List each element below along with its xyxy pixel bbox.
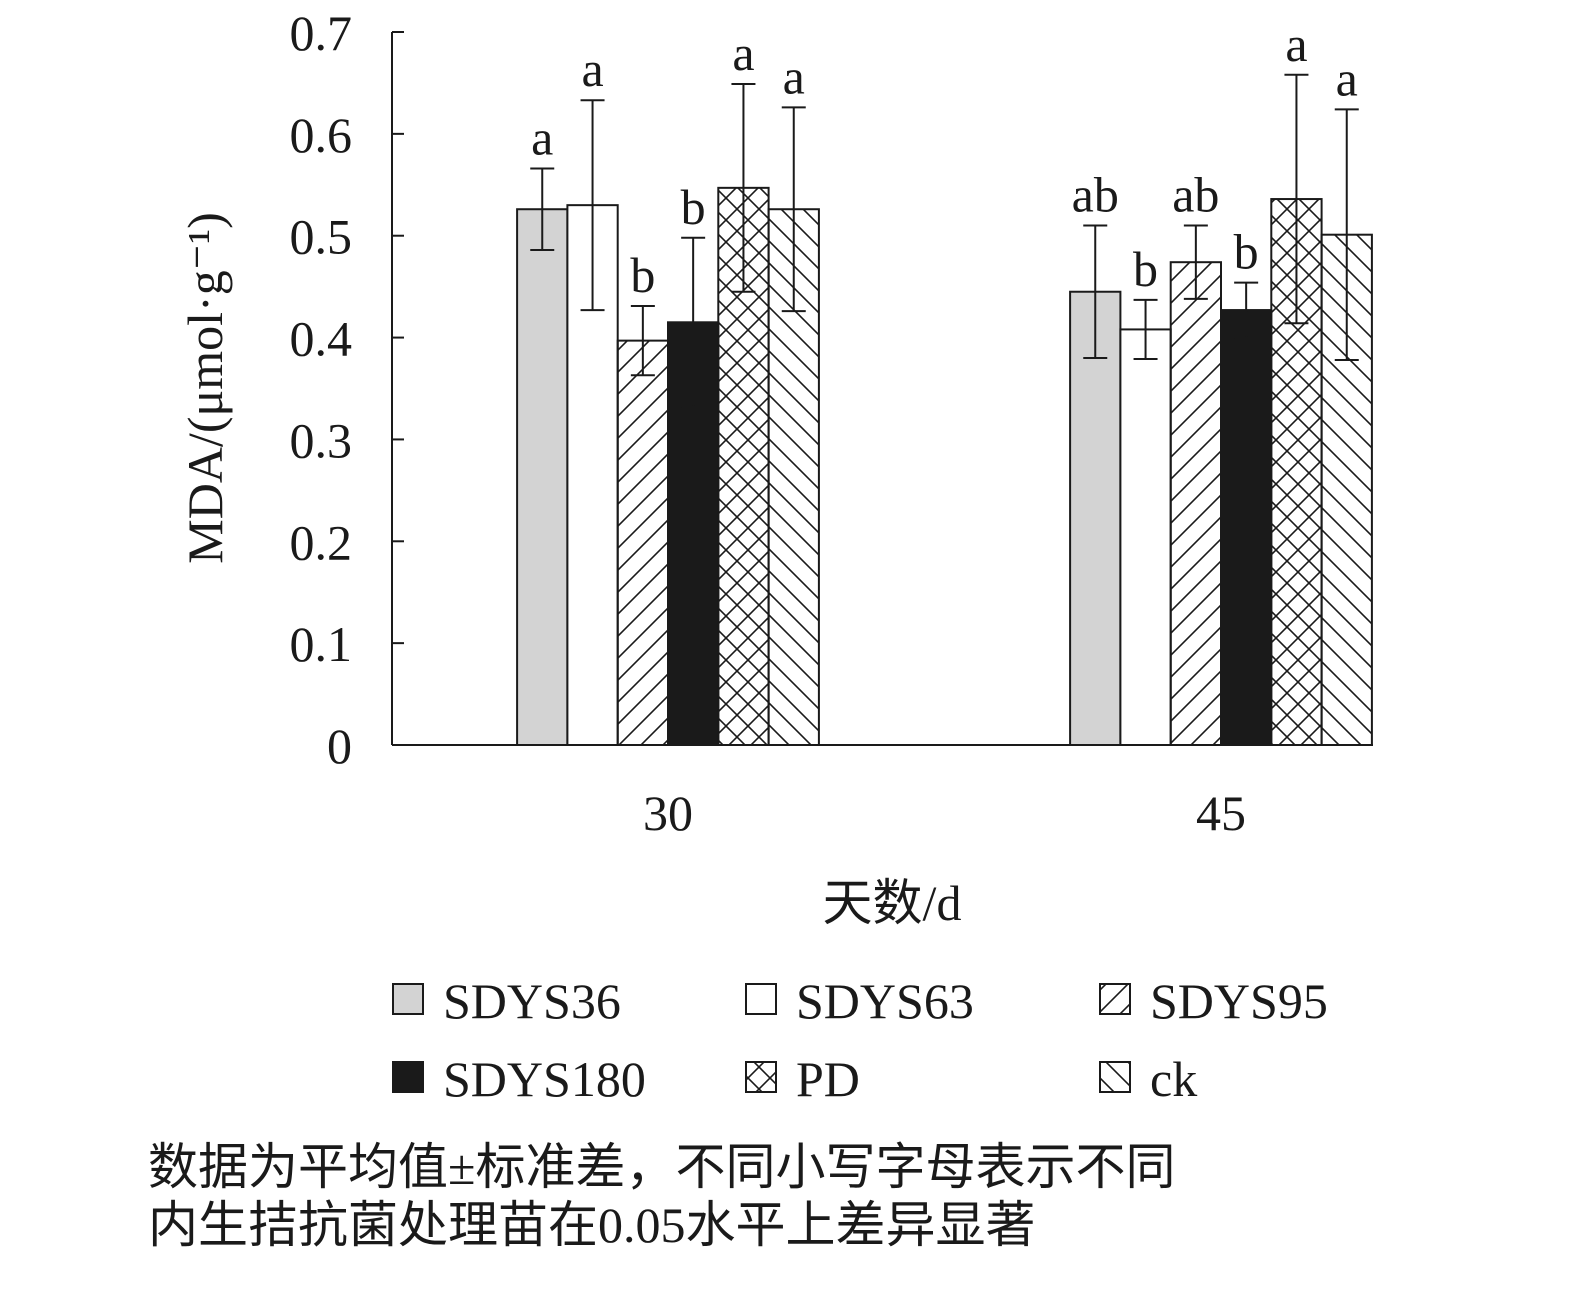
legend-label: SDYS36 [443,973,621,1029]
legend-label: SDYS63 [796,973,974,1029]
x-axis-label: 天数/d [823,875,962,931]
bar-SDYS63-45 [1119,328,1172,746]
y-tick-label: 0.7 [290,5,353,61]
y-axis-label: MDA/(μmol·g⁻¹) [177,212,233,564]
y-tick-label: 0.6 [290,107,353,163]
significance-letter: a [1285,16,1307,72]
significance-letter: b [1133,241,1158,297]
legend-label: SDYS180 [443,1051,646,1107]
x-tick-label: 45 [1196,785,1246,841]
legend-swatch-SDYS95 [1099,983,1131,1015]
significance-letter: a [783,48,805,104]
significance-letter: ab [1072,167,1119,223]
y-tick-label: 0.5 [290,209,353,265]
legend-swatch-SDYS180 [392,1061,424,1093]
bar-SDYS36-30 [516,208,569,746]
legend-swatch-PD [745,1061,777,1093]
bar-SDYS180-45 [1220,309,1273,746]
significance-letter: a [581,41,603,97]
legend-swatch-SDYS36 [392,983,424,1015]
figure-caption: 数据为平均值±标准差，不同小写字母表示不同 内生拮抗菌处理苗在0.05水平上差异… [148,1138,1448,1254]
x-tick-label: 30 [643,785,693,841]
y-tick-label: 0.4 [290,311,353,367]
legend-swatch-ck [1099,1061,1131,1093]
significance-letter: b [630,247,655,303]
significance-letter: a [531,109,553,165]
bar-SDYS63-30 [566,204,619,746]
legend-swatch-SDYS63 [745,983,777,1015]
legend-label: ck [1150,1051,1197,1107]
legend-label: PD [796,1051,860,1107]
caption-line-1: 数据为平均值±标准差，不同小写字母表示不同 [148,1139,1176,1195]
significance-letter: a [732,25,754,81]
caption-line-2: 内生拮抗菌处理苗在0.05水平上差异显著 [148,1197,1036,1253]
significance-letter: a [1336,50,1358,106]
significance-letter: b [681,179,706,235]
y-tick-label: 0 [327,718,352,774]
y-tick-label: 0.2 [290,514,353,570]
legend-label: SDYS95 [1150,973,1328,1029]
y-tick-label: 0.3 [290,412,353,468]
bar-SDYS95-45 [1169,261,1222,746]
significance-letter: b [1234,224,1259,280]
significance-letter: ab [1172,167,1219,223]
y-tick-label: 0.1 [290,616,353,672]
bar-SDYS95-30 [616,339,670,746]
bar-SDYS36-45 [1069,290,1122,746]
